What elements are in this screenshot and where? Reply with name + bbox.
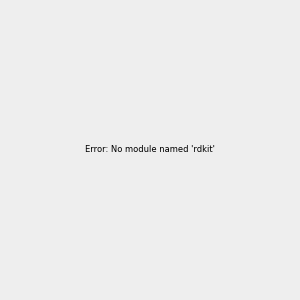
Text: Error: No module named 'rdkit': Error: No module named 'rdkit' — [85, 146, 215, 154]
